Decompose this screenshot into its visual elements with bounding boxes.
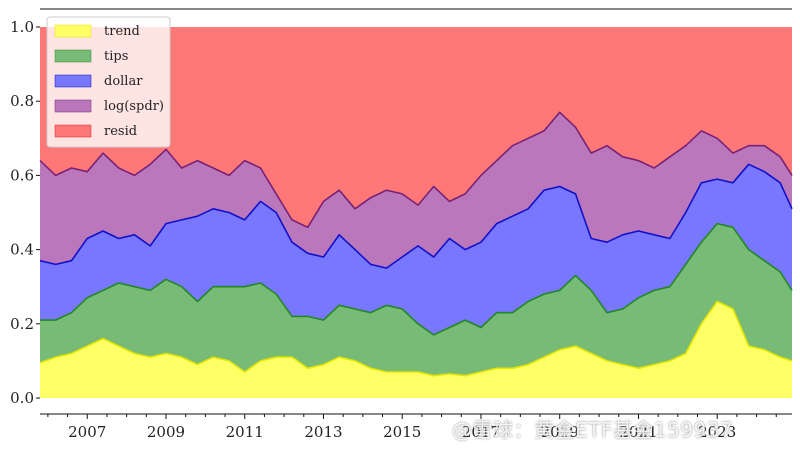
legend-label-tips: tips <box>104 49 128 64</box>
legend-swatch-resid <box>54 124 92 138</box>
line-log-spdr <box>39 111 793 229</box>
legend-swatch-tips <box>54 49 92 63</box>
area-trend <box>40 301 792 398</box>
x-tick-label: 2015 <box>383 423 421 441</box>
x-tick-label: 2013 <box>304 423 342 441</box>
y-tick-label: 0.0 <box>10 389 34 407</box>
line-trend <box>39 300 793 377</box>
watermark-text: @雪球：黄金ETF基金159937 <box>452 418 734 442</box>
x-tick-label: 2023 <box>698 423 736 441</box>
y-tick-label: 0.2 <box>10 315 34 333</box>
x-tick-label: 2017 <box>462 423 500 441</box>
legend-box <box>46 16 171 148</box>
x-tick-label: 2011 <box>226 423 264 441</box>
legend-label-dollar: dollar <box>104 74 143 89</box>
x-tick-label: 2007 <box>68 423 106 441</box>
line-dollar <box>39 163 793 269</box>
legend-swatch-trend <box>54 24 92 38</box>
axes-group: 0.0 0.2 0.4 0.6 0.8 1.0 2007 2009 2011 2013 2015 20… <box>10 8 792 441</box>
legend-label-trend: trend <box>104 24 140 39</box>
y-tick-label: 0.6 <box>10 166 34 184</box>
x-tick-label: 2019 <box>541 423 579 441</box>
legend: trend tips dollar log(spdr) resid <box>46 16 171 148</box>
legend-swatch-dollar <box>54 74 92 88</box>
area-tips <box>40 223 792 376</box>
edge-lines-group <box>39 111 793 377</box>
x-tick-label: 2021 <box>619 423 657 441</box>
area-dollar <box>40 164 792 335</box>
legend-label-log-spdr: log(spdr) <box>104 99 164 114</box>
legend-swatch-log-spdr <box>54 99 92 113</box>
area-series-group <box>40 27 792 398</box>
y-tick-label: 0.4 <box>10 241 34 259</box>
legend-label-resid: resid <box>104 124 137 139</box>
area-log-spdr <box>40 112 792 269</box>
area-resid <box>40 27 792 228</box>
y-tick-label: 0.8 <box>10 92 34 110</box>
line-tips <box>40 222 793 336</box>
y-tick-label: 1.0 <box>10 18 34 36</box>
x-tick-label: 2009 <box>147 423 185 441</box>
